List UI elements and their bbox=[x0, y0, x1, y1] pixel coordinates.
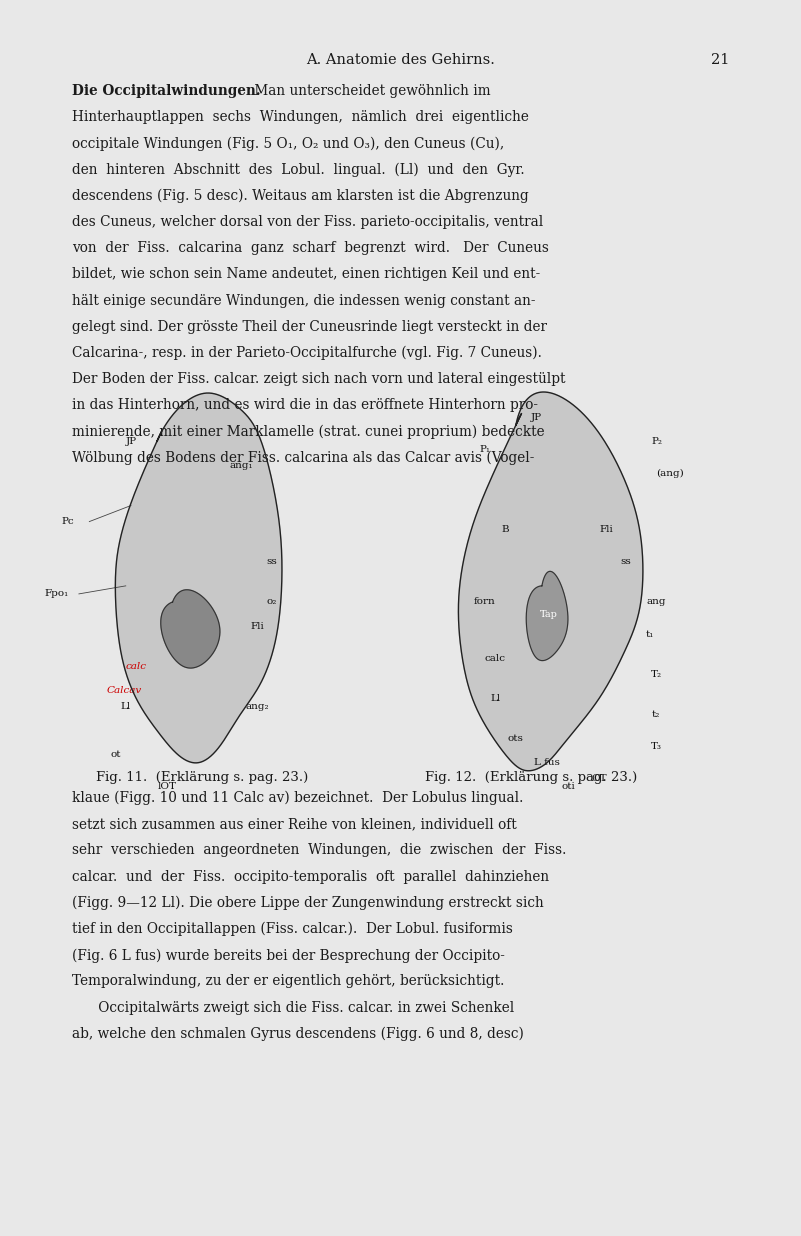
Text: t₂: t₂ bbox=[651, 709, 659, 719]
Text: Hinterhauptlappen  sechs  Windungen,  nämlich  drei  eigentliche: Hinterhauptlappen sechs Windungen, nämli… bbox=[72, 110, 529, 125]
Text: Fpo₁: Fpo₁ bbox=[44, 590, 68, 598]
Text: P₂: P₂ bbox=[651, 436, 662, 446]
Text: Temporalwindung, zu der er eigentlich gehört, berücksichtigt.: Temporalwindung, zu der er eigentlich ge… bbox=[72, 974, 505, 989]
Text: descendens (Fig. 5 desc). Weitaus am klarsten ist die Abgrenzung: descendens (Fig. 5 desc). Weitaus am kla… bbox=[72, 189, 529, 203]
Text: Der Boden der Fiss. calcar. zeigt sich nach vorn und lateral eingestülpt: Der Boden der Fiss. calcar. zeigt sich n… bbox=[72, 372, 566, 387]
Text: (ang): (ang) bbox=[657, 468, 684, 478]
Text: bildet, wie schon sein Name andeutet, einen richtigen Keil und ent-: bildet, wie schon sein Name andeutet, ei… bbox=[72, 267, 541, 282]
Text: (Figg. 9—12 ​Ll). Die obere Lippe der Zungenwindung erstreckt sich: (Figg. 9—12 ​Ll). Die obere Lippe der Zu… bbox=[72, 896, 544, 910]
Text: ab, welche den schmalen Gyrus descendens (Figg. 6 und 8, ​desc): ab, welche den schmalen Gyrus descendens… bbox=[72, 1027, 524, 1041]
Text: Calcav: Calcav bbox=[106, 686, 141, 695]
Text: Fli: Fli bbox=[599, 525, 613, 534]
Text: Fli: Fli bbox=[251, 622, 264, 630]
Text: A. Anatomie des Gehirns.: A. Anatomie des Gehirns. bbox=[306, 53, 495, 67]
Text: Wölbung des Bodens der Fiss. calcarina als das Calcar avis (Vogel-: Wölbung des Bodens der Fiss. calcarina a… bbox=[72, 451, 534, 465]
Text: Die Occipitalwindungen.: Die Occipitalwindungen. bbox=[72, 84, 260, 98]
Text: ang₂: ang₂ bbox=[245, 702, 269, 711]
Text: Man unterscheidet gewöhnlich im: Man unterscheidet gewöhnlich im bbox=[250, 84, 490, 98]
Text: forn: forn bbox=[473, 597, 495, 607]
Text: gelegt sind. Der grösste Theil der Cuneusrinde liegt versteckt in der: gelegt sind. Der grösste Theil der Cuneu… bbox=[72, 320, 547, 334]
Text: calc: calc bbox=[126, 661, 147, 671]
Polygon shape bbox=[115, 393, 282, 763]
Text: T₂: T₂ bbox=[651, 670, 662, 679]
Text: calcar.  und  der  Fiss.  occipito-temporalis  oft  parallel  dahinziehen: calcar. und der Fiss. occipito-temporali… bbox=[72, 870, 549, 884]
Text: Ll: Ll bbox=[490, 693, 500, 703]
Text: ss: ss bbox=[267, 557, 277, 566]
Text: ot: ot bbox=[110, 750, 121, 759]
Text: Pc: Pc bbox=[61, 517, 74, 527]
Text: klaue (Figg. 10 und 11 ​Calc av) bezeichnet.  Der Lobulus lingual.: klaue (Figg. 10 und 11 ​Calc av) bezeich… bbox=[72, 791, 524, 806]
Text: B: B bbox=[501, 525, 509, 534]
Text: ots: ots bbox=[508, 734, 524, 743]
Text: (Fig. 6 ​L fus) wurde bereits bei der Besprechung der Occipito-: (Fig. 6 ​L fus) wurde bereits bei der Be… bbox=[72, 948, 505, 963]
Text: occipitale Windungen (Fig. 5 O₁, O₂ und O₃), den Cuneus (Cu),: occipitale Windungen (Fig. 5 O₁, O₂ und … bbox=[72, 136, 505, 151]
Text: Fig. 12.  (Erklärung s. pag. 23.): Fig. 12. (Erklärung s. pag. 23.) bbox=[425, 771, 637, 785]
Text: lOT: lOT bbox=[158, 782, 177, 791]
Text: von  der  Fiss.  calcarina  ganz  scharf  begrenzt  wird.   Der  Cuneus: von der Fiss. calcarina ganz scharf begr… bbox=[72, 241, 549, 256]
Text: calc: calc bbox=[485, 654, 505, 662]
Text: 21: 21 bbox=[710, 53, 729, 67]
Text: Fig. 11.  (Erklärung s. pag. 23.): Fig. 11. (Erklärung s. pag. 23.) bbox=[96, 771, 308, 785]
Text: Ll: Ll bbox=[121, 702, 131, 711]
Text: den  hinteren  Abschnitt  des  Lobul.  lingual.  (Ll)  und  den  Gyr.: den hinteren Abschnitt des Lobul. lingua… bbox=[72, 163, 525, 177]
Text: L fus: L fus bbox=[534, 758, 560, 768]
Text: JP: JP bbox=[126, 436, 136, 446]
Polygon shape bbox=[458, 392, 643, 771]
Text: o₂: o₂ bbox=[267, 597, 276, 607]
Text: Occipitalwärts zweigt sich die Fiss. calcar. in zwei Schenkel: Occipitalwärts zweigt sich die Fiss. cal… bbox=[72, 1001, 514, 1015]
Polygon shape bbox=[161, 590, 220, 667]
Text: Calcarina-, resp. in der Parieto-Occipitalfurche (vgl. Fig. 7 Cuneus).: Calcarina-, resp. in der Parieto-Occipit… bbox=[72, 346, 542, 361]
Text: hält einige secundäre Windungen, die indessen wenig constant an-: hält einige secundäre Windungen, die ind… bbox=[72, 294, 536, 308]
Text: ang: ang bbox=[646, 597, 666, 607]
Text: ss: ss bbox=[620, 557, 630, 566]
Text: Tap: Tap bbox=[540, 611, 558, 619]
Text: oti: oti bbox=[561, 782, 575, 791]
Polygon shape bbox=[526, 571, 568, 660]
Text: OT: OT bbox=[591, 774, 607, 784]
Text: des Cuneus, welcher dorsal von der Fiss. parieto-occipitalis, ventral: des Cuneus, welcher dorsal von der Fiss.… bbox=[72, 215, 543, 229]
Text: minierende, mit einer Marklamelle (strat. cunei proprium) bedeckte: minierende, mit einer Marklamelle (strat… bbox=[72, 425, 545, 439]
Text: ang₁: ang₁ bbox=[230, 461, 253, 470]
Text: tief in den Occipitallappen (Fiss. calcar.).  Der ​Lobul. fusiformis: tief in den Occipitallappen (Fiss. calca… bbox=[72, 922, 513, 937]
Text: T₃: T₃ bbox=[651, 742, 662, 751]
Text: t₁: t₁ bbox=[646, 629, 654, 639]
Text: JP: JP bbox=[531, 413, 542, 421]
Text: P₁: P₁ bbox=[479, 445, 490, 454]
Text: setzt sich zusammen aus einer Reihe von kleinen, individuell oft: setzt sich zusammen aus einer Reihe von … bbox=[72, 817, 517, 832]
Text: in das Hinterhorn, und es wird die in das eröffnete Hinterhorn pro-: in das Hinterhorn, und es wird die in da… bbox=[72, 398, 538, 413]
Text: sehr  verschieden  angeordneten  Windungen,  die  zwischen  der  Fiss.: sehr verschieden angeordneten Windungen,… bbox=[72, 843, 566, 858]
